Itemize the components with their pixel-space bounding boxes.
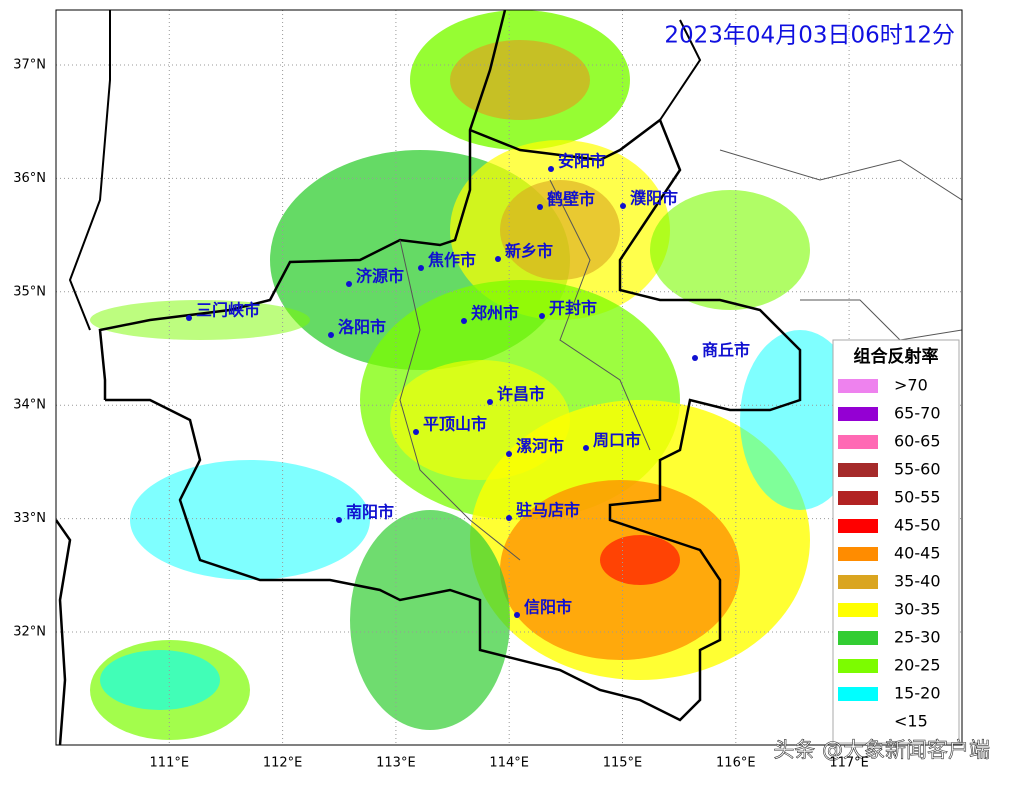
legend-swatch bbox=[838, 547, 878, 561]
city-name: 郑州市 bbox=[471, 304, 519, 323]
legend-swatch bbox=[838, 435, 878, 449]
city-name: 开封市 bbox=[549, 299, 597, 318]
legend-swatch bbox=[838, 407, 878, 421]
city-name: 信阳市 bbox=[524, 598, 572, 617]
lon-tick-label: 112°E bbox=[263, 756, 303, 771]
legend: >70 65-70 60-65 55-60 50-55 45-50 40-45 35-40 30… bbox=[838, 376, 941, 731]
city-name: 济源市 bbox=[356, 267, 404, 286]
borders bbox=[56, 10, 962, 745]
lon-tick-label: 114°E bbox=[489, 756, 529, 771]
lon-tick-label: 113°E bbox=[376, 756, 416, 771]
city-name: 漯河市 bbox=[516, 437, 564, 456]
legend-swatch bbox=[838, 687, 878, 701]
city-dot bbox=[413, 429, 419, 435]
city-dot bbox=[336, 517, 342, 523]
legend-swatch bbox=[838, 379, 878, 393]
city-dot bbox=[328, 332, 334, 338]
city-dot bbox=[495, 256, 501, 262]
lon-tick-label: 111°E bbox=[150, 756, 190, 771]
radar-echo bbox=[90, 10, 860, 740]
legend-label: 65-70 bbox=[894, 404, 941, 423]
legend-label: 45-50 bbox=[894, 516, 941, 535]
lat-tick-label: 36°N bbox=[13, 171, 46, 186]
legend-swatch bbox=[838, 575, 878, 589]
city-name: 三门峡市 bbox=[196, 301, 260, 320]
lat-tick-label: 35°N bbox=[13, 284, 46, 299]
legend-title: 组合反射率 bbox=[854, 346, 939, 367]
legend-label: 25-30 bbox=[894, 628, 941, 647]
city-dot bbox=[514, 612, 520, 618]
legend-swatch bbox=[838, 463, 878, 477]
legend-label: <15 bbox=[894, 712, 928, 731]
timestamp: 2023年04月03日06时12分 bbox=[664, 23, 955, 49]
lon-tick-label: 116°E bbox=[716, 756, 756, 771]
legend-swatch bbox=[838, 519, 878, 533]
lon-tick-label: 115°E bbox=[603, 756, 643, 771]
city-name: 新乡市 bbox=[505, 242, 553, 261]
city-dot bbox=[620, 203, 626, 209]
legend-label: 60-65 bbox=[894, 432, 941, 451]
legend-label: 40-45 bbox=[894, 544, 941, 563]
city-dot bbox=[487, 399, 493, 405]
lat-tick-label: 37°N bbox=[13, 58, 46, 73]
legend-swatch bbox=[838, 491, 878, 505]
city-name: 驻马店市 bbox=[516, 501, 580, 520]
watermark: 头条 @大象新闻客户端 bbox=[773, 738, 990, 762]
legend-swatch bbox=[838, 715, 878, 729]
city-dot bbox=[418, 265, 424, 271]
legend-swatch bbox=[838, 631, 878, 645]
map-frame bbox=[55, 9, 963, 746]
city-name: 濮阳市 bbox=[630, 189, 678, 208]
legend-label: >70 bbox=[894, 376, 928, 395]
legend-swatch bbox=[838, 603, 878, 617]
city-name: 商丘市 bbox=[702, 341, 750, 360]
legend-swatch bbox=[838, 659, 878, 673]
city-dot bbox=[548, 166, 554, 172]
lat-tick-label: 32°N bbox=[13, 625, 46, 640]
city-dot bbox=[186, 315, 192, 321]
city-name: 许昌市 bbox=[497, 385, 545, 404]
city-name: 焦作市 bbox=[427, 251, 476, 270]
city-name: 安阳市 bbox=[558, 152, 606, 171]
city-dot bbox=[539, 313, 545, 319]
legend-label: 35-40 bbox=[894, 572, 941, 591]
lat-tick-label: 34°N bbox=[13, 398, 46, 413]
legend-label: 15-20 bbox=[894, 684, 941, 703]
lat-tick-label: 33°N bbox=[13, 511, 46, 526]
city-dot bbox=[506, 451, 512, 457]
city-name: 鹤壁市 bbox=[547, 190, 595, 209]
city-name: 平顶山市 bbox=[423, 415, 487, 434]
legend-label: 50-55 bbox=[894, 488, 941, 507]
city-name: 洛阳市 bbox=[338, 318, 386, 337]
city-dot bbox=[537, 204, 543, 210]
city-dot bbox=[583, 445, 589, 451]
city-dot bbox=[346, 281, 352, 287]
city-dot bbox=[506, 515, 512, 521]
legend-label: 20-25 bbox=[894, 656, 941, 675]
legend-label: 30-35 bbox=[894, 600, 941, 619]
city-dot bbox=[692, 355, 698, 361]
city-name: 南阳市 bbox=[346, 503, 394, 522]
city-dot bbox=[461, 318, 467, 324]
lon-tick-label: 117°E bbox=[829, 756, 869, 771]
legend-label: 55-60 bbox=[894, 460, 941, 479]
city-name: 周口市 bbox=[593, 431, 641, 450]
